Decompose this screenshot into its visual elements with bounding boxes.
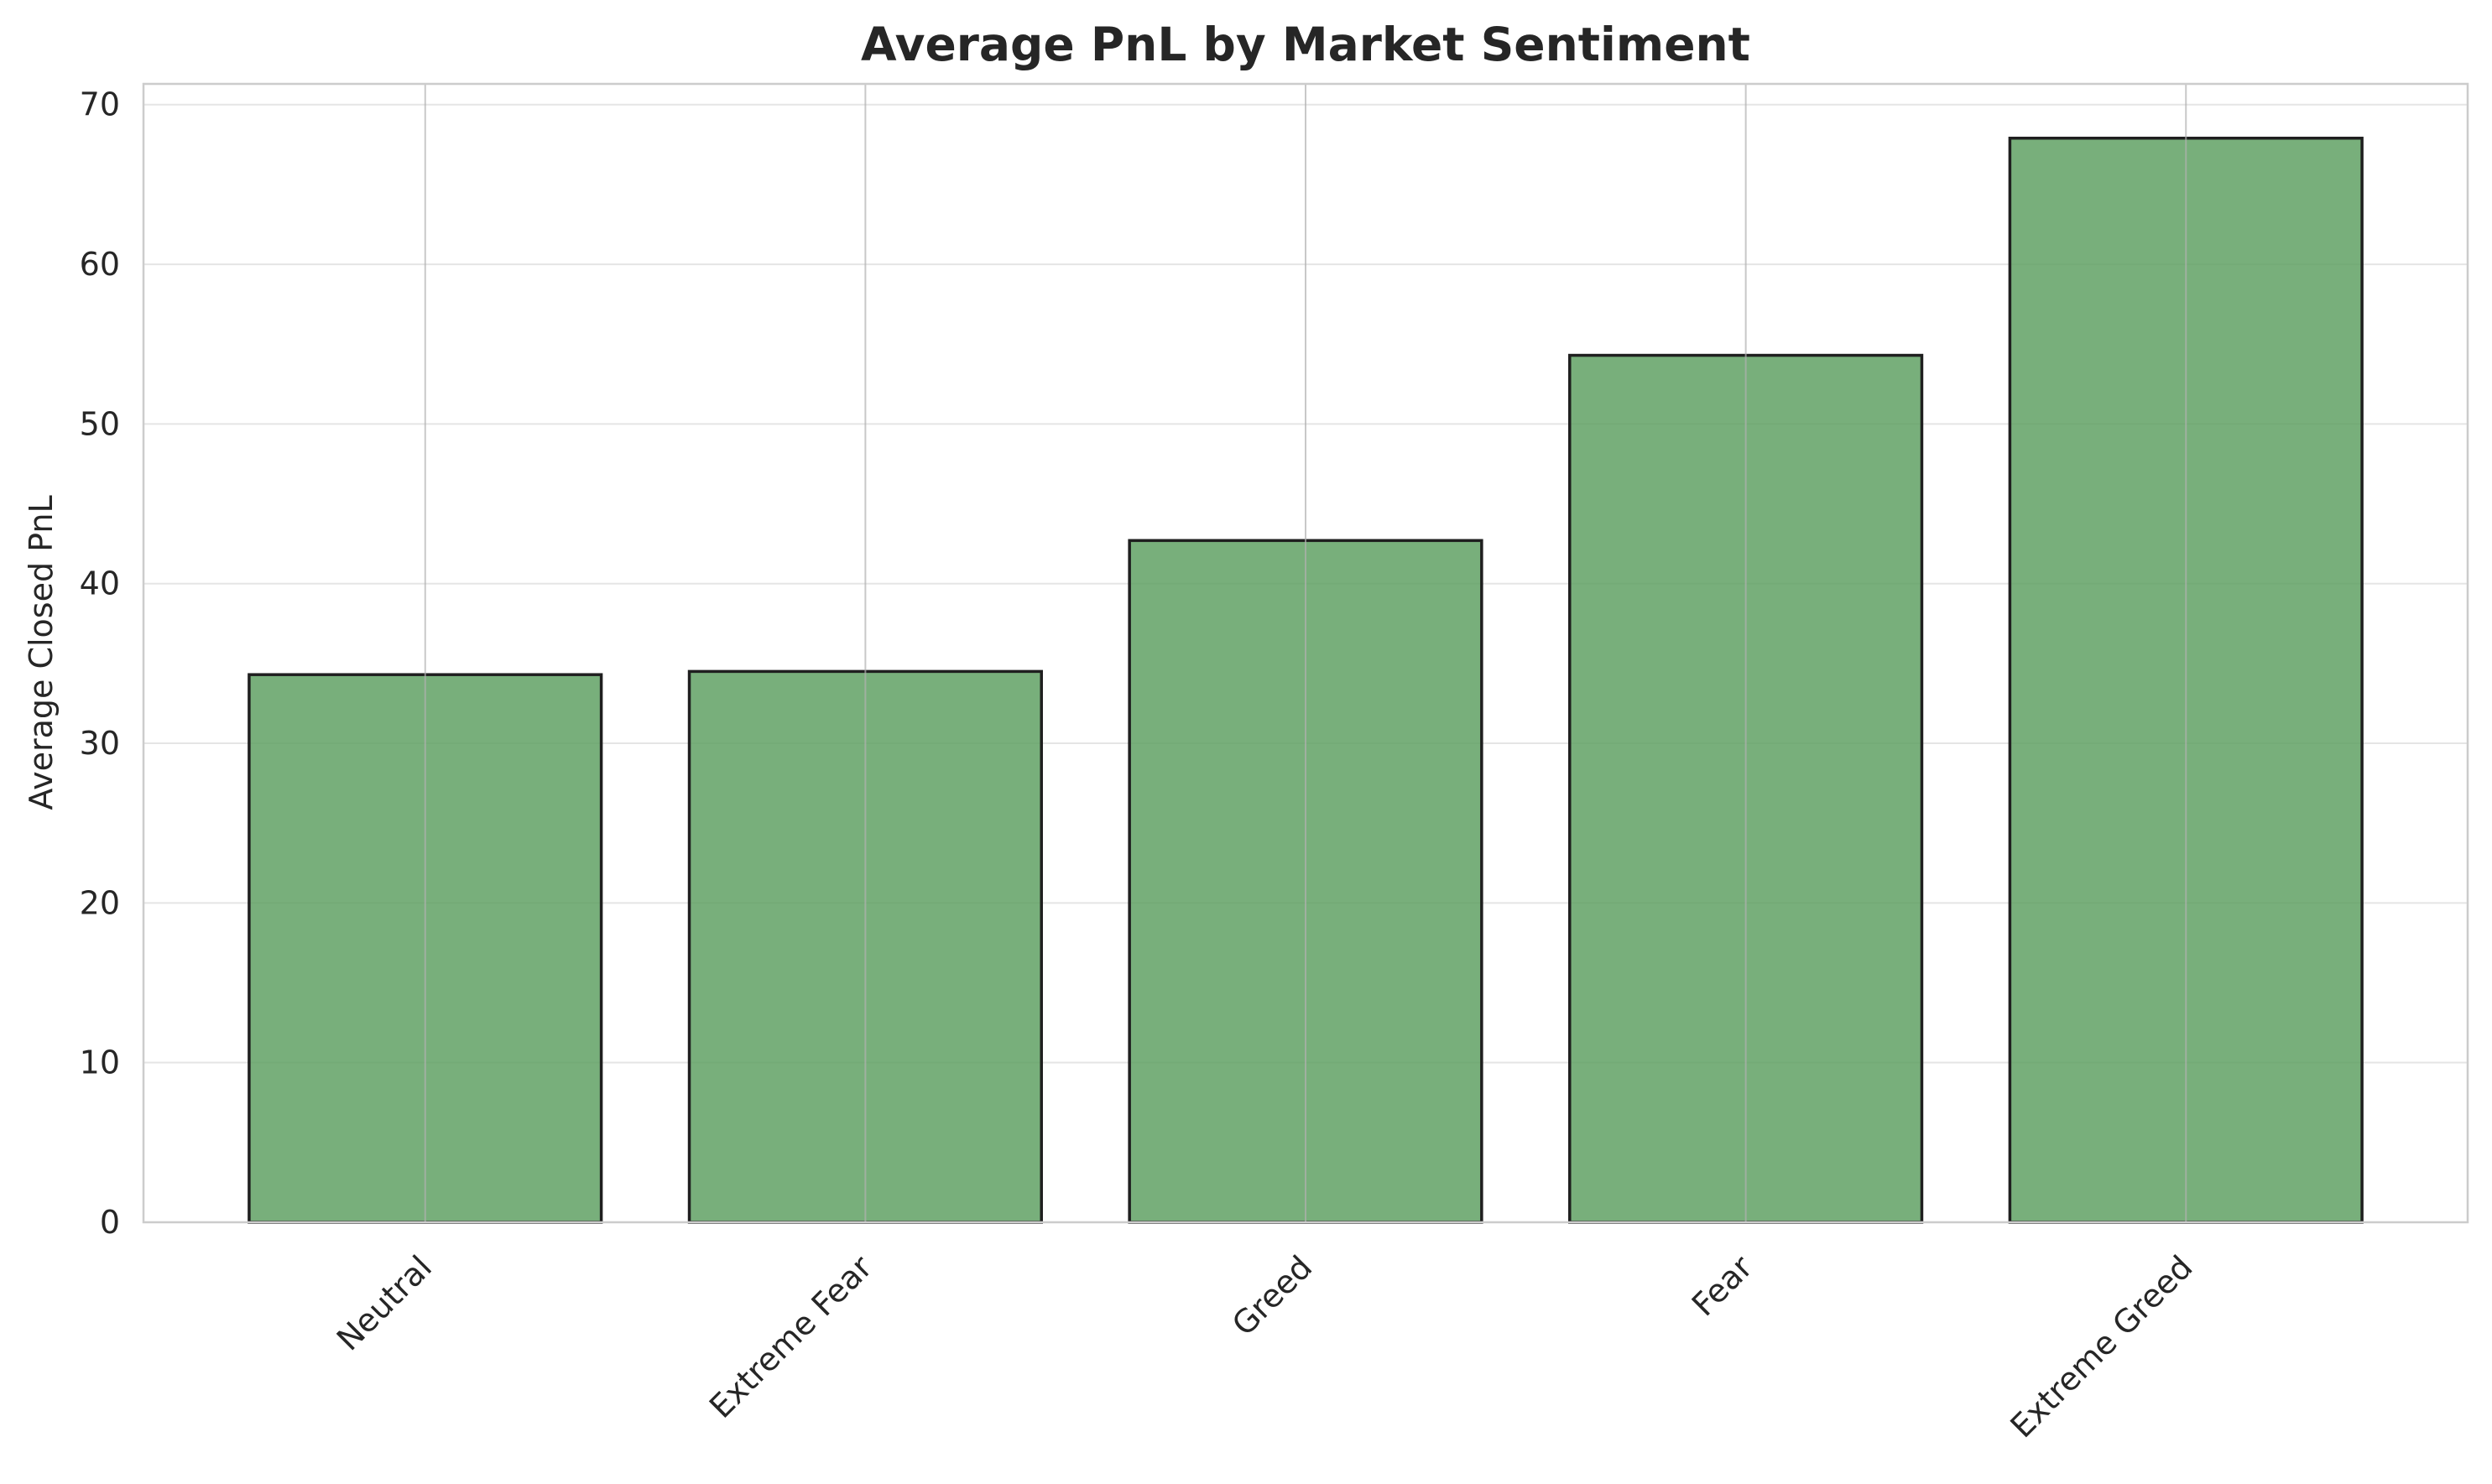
x-grid: [424, 84, 2187, 1222]
x-tick-label: Neutral: [330, 1248, 439, 1357]
y-tick-label: 40: [80, 565, 120, 602]
x-tick-label: Extreme Fear: [702, 1248, 879, 1425]
y-tick-label: 0: [100, 1204, 120, 1241]
y-tick-label: 50: [80, 405, 120, 442]
y-tick-label: 20: [80, 884, 120, 921]
x-tick-label: Greed: [1225, 1248, 1320, 1343]
y-axis-label: Average Closed PnL: [23, 495, 60, 810]
y-axis-ticks: 0 10 20 30 40 50 60 70: [80, 86, 120, 1241]
x-axis-ticks: Neutral Extreme Fear Greed Fear Extreme Gree…: [330, 1248, 2200, 1445]
y-tick-label: 30: [80, 725, 120, 762]
y-tick-label: 70: [80, 86, 120, 123]
plot-frame: [142, 82, 2469, 1224]
x-tick-label: Fear: [1685, 1248, 1760, 1323]
chart-title: Average PnL by Market Sentiment: [861, 18, 1750, 71]
x-tick-label: Extreme Greed: [2003, 1248, 2199, 1445]
y-tick-label: 60: [80, 246, 120, 283]
y-tick-label: 10: [80, 1044, 120, 1081]
